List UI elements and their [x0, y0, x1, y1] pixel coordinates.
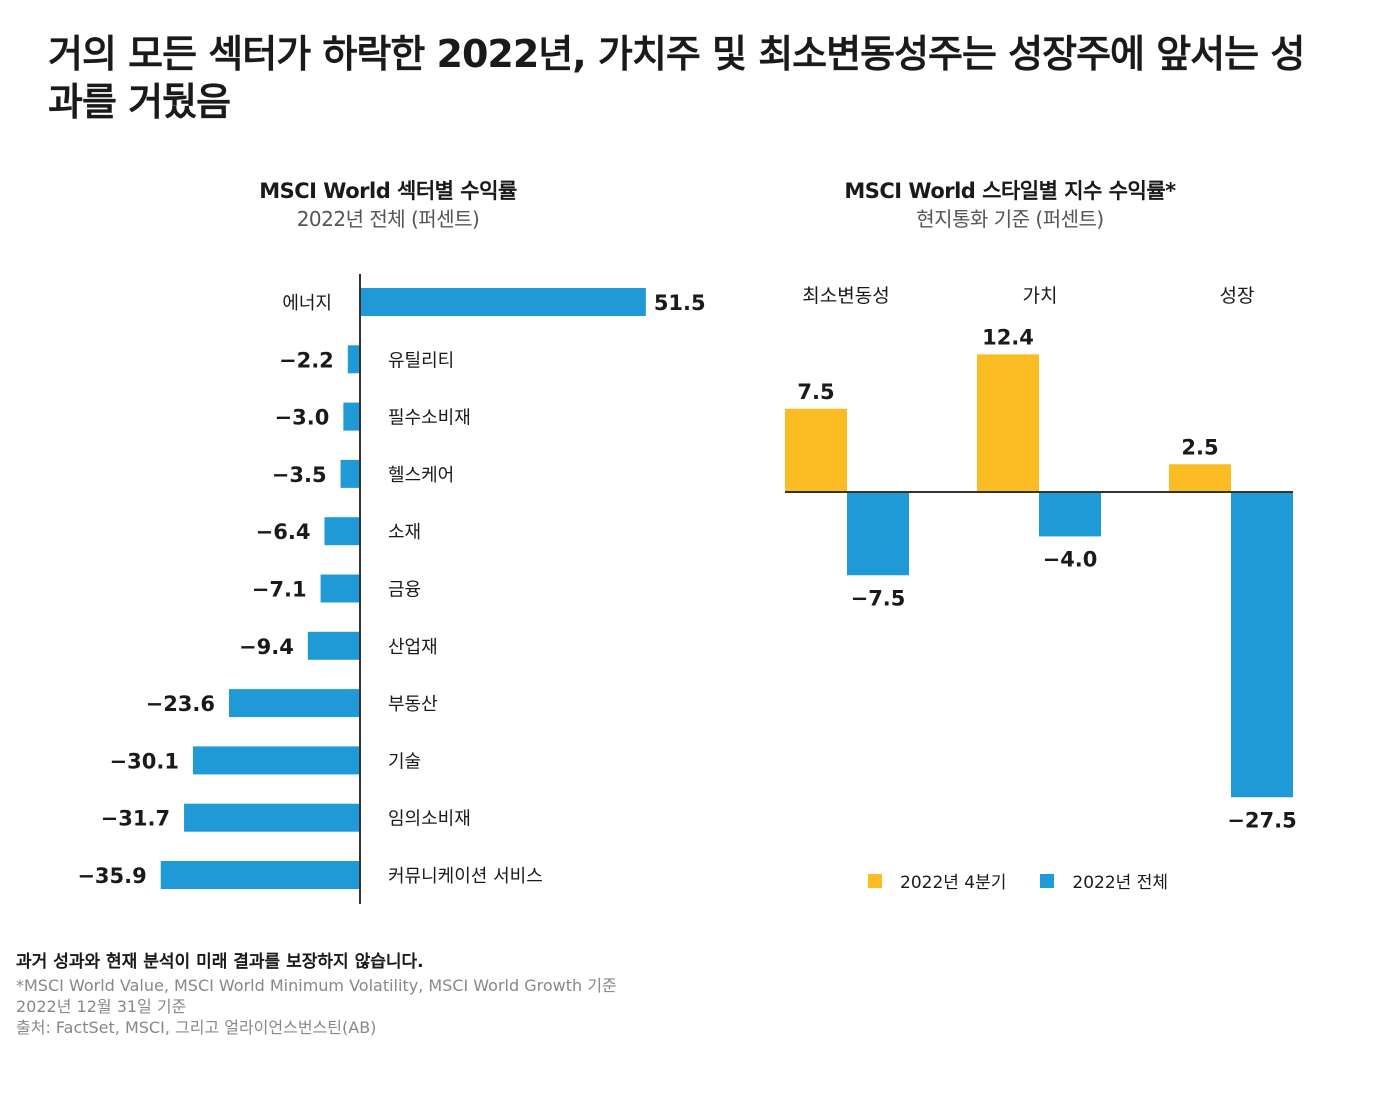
sector-value-label: −9.4: [239, 635, 294, 659]
style-bar: [785, 408, 847, 492]
sector-value-label: −31.7: [101, 807, 170, 831]
sector-category-label: 임의소비재: [388, 809, 471, 830]
sector-value-label: −23.6: [146, 692, 215, 716]
sector-value-label: −3.5: [272, 463, 327, 487]
sector-category-label: 유틸리티: [388, 350, 454, 371]
sector-bar: [320, 574, 360, 603]
sector-value-label: −3.0: [275, 406, 330, 430]
style-bar: [977, 354, 1039, 492]
style-value-label: 7.5: [797, 380, 834, 404]
style-bar: [1039, 492, 1101, 537]
left-chart-subtitle: 2022년 전체 (퍼센트): [296, 207, 480, 231]
disclaimer: 과거 성과와 현재 분석이 미래 결과를 보장하지 않습니다.: [16, 952, 424, 972]
sector-bar: [307, 631, 360, 660]
sector-category-label: 커뮤니케이션 서비스: [388, 866, 543, 887]
sector-value-label: −6.4: [256, 520, 311, 544]
legend: 2022년 4분기 2022년 전체: [868, 868, 1202, 893]
headline: 거의 모든 섹터가 하락한 2022년, 가치주 및 최소변동성주는 성장주에 …: [48, 32, 1305, 124]
sector-category-label: 소재: [388, 522, 421, 543]
sector-category-label: 기술: [388, 751, 421, 772]
footnote-source: 출처: FactSet, MSCI, 그리고 얼라이언스번스틴(AB): [16, 1018, 377, 1037]
legend-item-full: 2022년 전체: [1040, 868, 1168, 893]
sector-value-label: 51.5: [654, 291, 706, 315]
style-value-label: −27.5: [1227, 808, 1296, 832]
right-chart-subtitle: 현지통화 기준 (퍼센트): [916, 207, 1104, 231]
style-value-label: 12.4: [982, 325, 1034, 349]
left-chart-title: MSCI World 섹터별 수익률: [259, 179, 517, 203]
style-value-label: −7.5: [851, 586, 906, 610]
footnote-basis: *MSCI World Value, MSCI World Minimum Vo…: [16, 976, 617, 995]
style-bar: [1169, 464, 1231, 492]
sector-value-label: −35.9: [77, 864, 146, 888]
style-value-label: 2.5: [1181, 435, 1218, 459]
sector-bar: [229, 689, 360, 718]
footnotes: 과거 성과와 현재 분석이 미래 결과를 보장하지 않습니다. *MSCI Wo…: [16, 952, 617, 1038]
sector-bar: [340, 459, 360, 488]
style-category-label: 최소변동성: [802, 285, 889, 307]
sector-bar: [324, 517, 360, 546]
sector-category-label: 에너지: [282, 293, 332, 314]
legend-label-q4: 2022년 4분기: [900, 873, 1007, 893]
style-value-label: −4.0: [1043, 547, 1098, 571]
sector-value-label: −2.2: [279, 348, 334, 372]
footnote-date: 2022년 12월 31일 기준: [16, 997, 187, 1016]
legend-item-q4: 2022년 4분기: [868, 868, 1006, 893]
sector-category-label: 부동산: [388, 694, 438, 715]
right-chart-title: MSCI World 스타일별 지수 수익률*: [844, 179, 1176, 203]
sector-value-label: −7.1: [252, 578, 307, 602]
sector-category-label: 금융: [388, 580, 421, 601]
sector-bar: [347, 345, 360, 374]
legend-label-full: 2022년 전체: [1072, 873, 1168, 893]
style-category-label: 성장: [1220, 285, 1255, 307]
style-bar: [1231, 492, 1293, 798]
sector-bar: [192, 746, 360, 775]
legend-swatch-q4: [868, 873, 882, 888]
sector-category-label: 산업재: [388, 637, 438, 658]
sector-bar: [360, 288, 646, 316]
sector-bar: [184, 803, 360, 832]
sector-category-label: 필수소비재: [388, 408, 471, 429]
legend-swatch-full: [1040, 873, 1055, 888]
sector-value-label: −30.1: [110, 749, 179, 773]
sector-bar: [160, 861, 360, 889]
style-category-label: 가치: [1023, 285, 1058, 307]
sector-category-label: 헬스케어: [388, 465, 454, 486]
sector-bar: [343, 402, 360, 431]
style-bar: [847, 492, 909, 576]
